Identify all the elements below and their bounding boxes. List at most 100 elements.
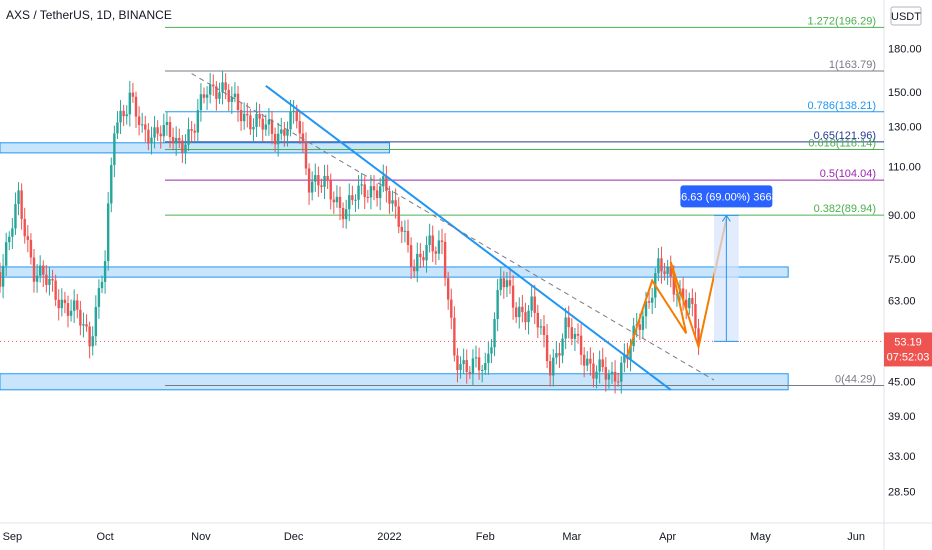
candle-body-2021-12-09[interactable] <box>317 175 320 186</box>
candle-body-2022-02-13[interactable] <box>521 306 524 313</box>
candle-body-2021-10-13[interactable] <box>140 124 144 126</box>
candle-body-2021-12-15[interactable] <box>335 196 339 203</box>
candle-body-2022-03-15[interactable] <box>613 371 617 382</box>
candle-body-2022-03-03[interactable] <box>576 333 580 336</box>
candle-body-2022-02-21[interactable] <box>545 335 549 362</box>
candle-body-2022-03-11[interactable] <box>601 359 604 368</box>
candle-body-2021-11-17[interactable] <box>249 115 252 130</box>
candle-body-2021-11-14[interactable] <box>239 110 243 122</box>
candle-body-2021-09-02[interactable] <box>14 204 17 229</box>
candle-body-2021-12-19[interactable] <box>348 195 351 210</box>
candle-body-2021-10-05[interactable] <box>116 122 119 134</box>
candle-body-2021-09-03[interactable] <box>17 190 20 205</box>
candle-body-2021-10-26[interactable] <box>181 140 184 153</box>
candle-body-2021-09-08[interactable] <box>32 257 36 282</box>
candle-body-2022-02-04[interactable] <box>493 319 496 348</box>
candle-body-2021-10-18[interactable] <box>156 127 159 134</box>
candle-body-2022-03-07[interactable] <box>589 358 592 364</box>
candle-body-2022-01-02[interactable] <box>391 200 394 204</box>
candle-body-2022-03-08[interactable] <box>592 363 595 379</box>
candle-body-2021-11-08[interactable] <box>221 82 224 93</box>
candle-body-2022-01-22[interactable] <box>453 317 456 356</box>
candle-body-2021-09-30[interactable] <box>100 281 104 289</box>
candle-body-2022-03-27[interactable] <box>650 297 654 303</box>
candle-body-2022-01-15[interactable] <box>431 235 434 252</box>
candle-body-2021-11-19[interactable] <box>255 113 258 127</box>
candle-body-2022-03-30[interactable] <box>660 258 663 272</box>
candle-body-2021-10-06[interactable] <box>119 110 122 123</box>
candle-body-2021-11-01[interactable] <box>199 94 203 111</box>
candle-body-2021-09-20[interactable] <box>69 310 73 316</box>
candle-body-2022-01-30[interactable] <box>477 357 481 371</box>
candle-body-2021-09-18[interactable] <box>63 299 67 304</box>
candle-body-2021-09-29[interactable] <box>97 288 101 307</box>
candle-body-2021-12-31[interactable] <box>385 176 388 191</box>
candle-body-2021-11-04[interactable] <box>208 84 212 95</box>
candle-body-2021-11-28[interactable] <box>283 129 286 136</box>
candle-body-2021-11-29[interactable] <box>286 129 289 136</box>
candle-body-2022-01-12[interactable] <box>422 257 425 261</box>
candle-body-2022-03-20[interactable] <box>629 346 632 360</box>
candle-body-2022-01-29[interactable] <box>474 357 478 359</box>
candle-body-2021-12-16[interactable] <box>338 196 342 208</box>
candle-body-2022-02-18[interactable] <box>536 312 540 328</box>
candle-body-2022-03-31[interactable] <box>663 271 666 274</box>
candle-body-2021-09-16[interactable] <box>57 299 60 309</box>
candle-body-2021-11-03[interactable] <box>205 94 209 98</box>
candle-body-2021-10-11[interactable] <box>134 96 138 117</box>
candle-body-2021-09-21[interactable] <box>72 300 76 311</box>
candle-body-2022-04-06[interactable] <box>681 288 685 300</box>
candle-body-2022-02-28[interactable] <box>567 317 570 328</box>
candle-body-2022-01-21[interactable] <box>450 299 453 318</box>
candle-body-2021-09-12[interactable] <box>45 274 48 285</box>
candle-body-2022-02-08[interactable] <box>505 280 509 288</box>
candle-body-2021-08-28[interactable] <box>0 271 2 287</box>
candle-body-2021-11-06[interactable] <box>215 86 218 99</box>
candle-body-2021-09-07[interactable] <box>29 239 33 258</box>
candle-body-2021-12-20[interactable] <box>351 195 354 201</box>
candle-body-2022-01-24[interactable] <box>459 364 462 371</box>
candle-body-2021-09-19[interactable] <box>66 303 70 316</box>
candle-body-2021-11-18[interactable] <box>252 126 255 130</box>
candle-body-2022-01-05[interactable] <box>400 226 404 232</box>
candle-body-2021-12-18[interactable] <box>344 209 348 220</box>
candle-body-2021-10-04[interactable] <box>113 133 116 166</box>
candle-body-2021-11-20[interactable] <box>258 113 261 119</box>
candle-body-2021-09-11[interactable] <box>42 265 45 275</box>
candle-body-2021-09-22[interactable] <box>76 300 79 310</box>
candle-body-2022-03-24[interactable] <box>641 316 645 330</box>
candle-body-2022-02-12[interactable] <box>518 306 521 318</box>
candle-body-2021-11-09[interactable] <box>224 82 227 90</box>
candle-body-2022-02-22[interactable] <box>548 361 552 376</box>
candle-body-2021-10-16[interactable] <box>150 137 153 144</box>
candle-body-2022-01-13[interactable] <box>425 245 428 261</box>
candle-body-2022-02-01[interactable] <box>484 363 487 371</box>
candle-body-2021-11-30[interactable] <box>289 111 292 130</box>
candle-body-2021-11-11[interactable] <box>230 97 234 102</box>
candle-body-2022-01-27[interactable] <box>468 371 472 374</box>
candle-body-2022-02-26[interactable] <box>561 338 564 356</box>
candle-body-2021-09-26[interactable] <box>88 326 91 347</box>
trendline-dashed-1[interactable] <box>191 73 715 381</box>
candle-body-2022-04-02[interactable] <box>669 266 672 277</box>
candle-body-2022-01-25[interactable] <box>462 360 465 365</box>
candle-body-2021-10-03[interactable] <box>110 165 113 204</box>
candle-body-2021-10-01[interactable] <box>103 261 107 282</box>
candle-body-2022-04-09[interactable] <box>691 298 694 304</box>
candle-body-2022-01-10[interactable] <box>416 253 419 272</box>
candle-body-2021-10-07[interactable] <box>122 110 125 117</box>
candle-body-2021-12-26[interactable] <box>369 186 373 198</box>
candle-body-2021-09-14[interactable] <box>51 278 54 281</box>
candle-body-2021-10-17[interactable] <box>153 127 156 138</box>
candle-body-2022-02-25[interactable] <box>558 353 561 356</box>
candle-body-2021-11-22[interactable] <box>264 124 268 130</box>
candle-body-2021-10-21[interactable] <box>165 122 169 126</box>
candle-body-2021-09-06[interactable] <box>26 236 30 240</box>
candle-body-2022-03-04[interactable] <box>579 335 583 355</box>
candle-body-2022-01-16[interactable] <box>434 251 438 254</box>
candle-body-2022-02-16[interactable] <box>530 296 533 311</box>
candle-body-2021-11-23[interactable] <box>267 119 271 125</box>
candle-body-2022-02-19[interactable] <box>539 326 543 328</box>
candle-body-2022-03-14[interactable] <box>610 371 614 375</box>
